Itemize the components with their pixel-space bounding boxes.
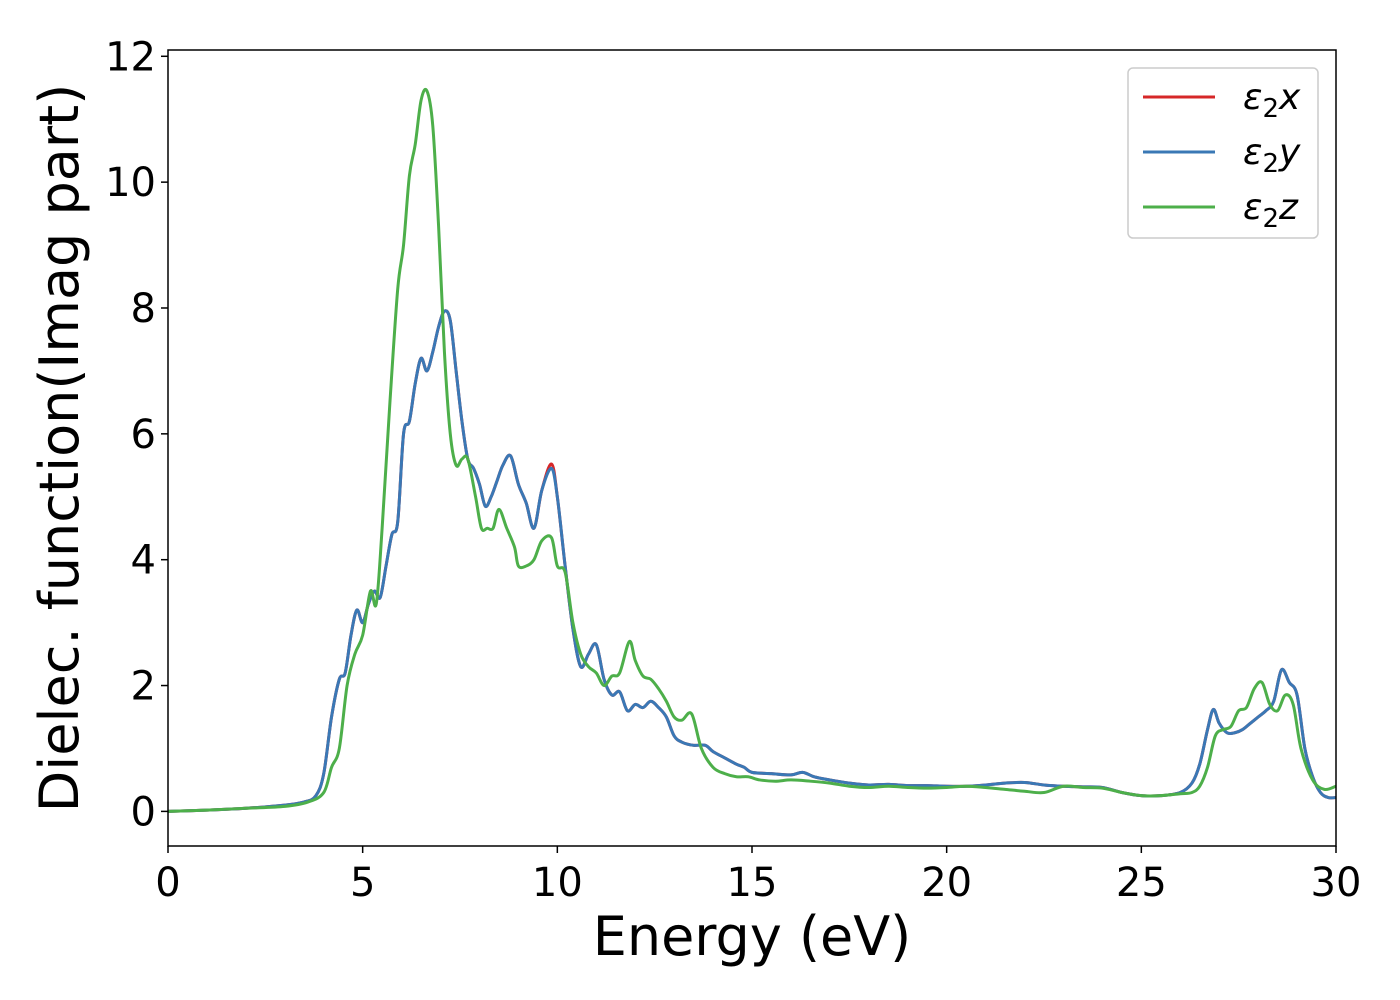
legend-label-y: ε2y — [1243, 132, 1301, 179]
y-tick-label: 4 — [131, 538, 156, 584]
legend: ε2x ε2y ε2z — [1127, 67, 1319, 239]
y-axis-ticks: 0 2 4 6 8 10 12 — [105, 34, 168, 835]
x-tick-label: 0 — [155, 860, 180, 906]
x-tick-label: 5 — [350, 860, 375, 906]
y-axis-label: Dielec. function(Imag part) — [28, 84, 91, 813]
x-tick-label: 25 — [1116, 860, 1167, 906]
series-line-y — [168, 309, 1336, 813]
y-tick-label: 6 — [131, 412, 156, 458]
x-axis-ticks: 0 5 10 15 20 25 30 — [155, 846, 1361, 906]
x-axis-label: Energy (eV) — [593, 905, 912, 968]
legend-box — [1127, 67, 1319, 239]
y-tick-label: 10 — [105, 160, 156, 206]
x-tick-label: 15 — [727, 860, 778, 906]
x-tick-label: 20 — [921, 860, 972, 906]
y-tick-label: 12 — [105, 34, 156, 80]
x-tick-label: 30 — [1311, 860, 1362, 906]
x-tick-label: 10 — [532, 860, 583, 906]
legend-label-x: ε2x — [1243, 77, 1301, 124]
plot-area — [168, 87, 1336, 813]
series-line-z — [168, 87, 1336, 813]
legend-label-z: ε2z — [1243, 187, 1299, 234]
y-tick-label: 2 — [131, 664, 156, 710]
y-tick-label: 0 — [131, 789, 156, 835]
y-tick-label: 8 — [131, 286, 156, 332]
